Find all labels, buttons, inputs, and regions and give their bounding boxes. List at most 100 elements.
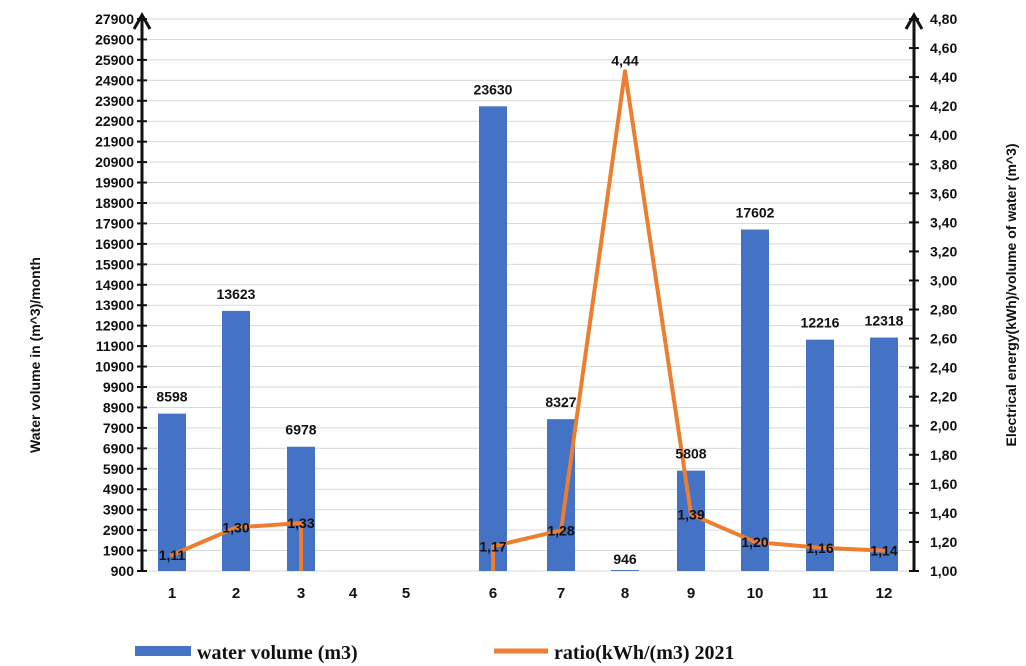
y2-tick-label: 1,00 <box>930 563 957 579</box>
y2-tick-label: 1,60 <box>930 476 957 492</box>
x-tick-label: 7 <box>557 585 565 602</box>
y2-tick-label: 4,60 <box>930 40 957 56</box>
y-tick-label: 10900 <box>95 359 134 375</box>
legend-bar-swatch <box>135 646 191 656</box>
y2-tick-label: 1,80 <box>930 447 957 463</box>
y-tick-label: 4900 <box>103 481 134 497</box>
water-volume-bar <box>870 337 898 571</box>
y-tick-label: 1900 <box>103 543 134 559</box>
y2-axis-title: Electrical energy(kWh)/volume of water (… <box>1003 143 1019 446</box>
ratio-value-label: 1,39 <box>677 506 704 522</box>
y-tick-label: 9900 <box>103 379 134 395</box>
ratio-value-label: 1,30 <box>222 519 249 535</box>
x-tick-label: 1 <box>168 585 176 602</box>
y-tick-label: 6900 <box>103 440 134 456</box>
ratio-line <box>491 69 886 553</box>
y-tick-label: 17900 <box>95 215 134 231</box>
y2-tick-label: 2,20 <box>930 389 957 405</box>
water-volume-bar <box>479 106 507 571</box>
y-axis-title: Water volume in (m^3)/month <box>27 257 43 453</box>
y-tick-label: 16900 <box>95 236 134 252</box>
water-volume-bar <box>158 413 186 571</box>
y-tick-label: 25900 <box>95 52 134 68</box>
bar-value-label: 13623 <box>217 286 256 302</box>
x-tick-label: 10 <box>747 585 764 602</box>
x-tick-label: 2 <box>232 585 240 602</box>
x-tick-label: 11 <box>812 585 828 602</box>
bar-value-label: 12216 <box>801 315 840 331</box>
bar-value-label: 946 <box>613 551 637 567</box>
y-tick-label: 5900 <box>103 461 134 477</box>
y2-tick-label: 3,80 <box>930 156 957 172</box>
y-tick-label: 15900 <box>95 256 134 272</box>
data-labels: 8598 13623 6978 23630 8327 946 5808 17602 12216 1… <box>156 52 903 567</box>
y2-tick-label: 1,40 <box>930 505 957 521</box>
ratio-value-label: 1,20 <box>741 534 768 550</box>
bar-value-label: 5808 <box>675 446 706 462</box>
y-tick-label: 18900 <box>95 195 134 211</box>
y-tick-label: 8900 <box>103 399 134 415</box>
bar-value-label: 12318 <box>865 313 904 329</box>
x-tick-label: 4 <box>349 585 358 602</box>
y-tick-label: 24900 <box>95 72 134 88</box>
y-tick-label: 14900 <box>95 277 134 293</box>
y-tick-label: 11900 <box>96 338 134 354</box>
x-tick-label: 8 <box>621 585 629 602</box>
ratio-value-label: 1,14 <box>870 543 897 559</box>
water-volume-bar <box>547 419 575 571</box>
ratio-line <box>170 521 303 558</box>
ratio-value-label: 4,44 <box>611 52 638 68</box>
y2-tick-label: 4,40 <box>930 69 957 85</box>
y-tick-label: 19900 <box>95 175 134 191</box>
bar-value-label: 17602 <box>736 205 775 221</box>
y-tick-label: 3900 <box>103 502 134 518</box>
water-volume-bar <box>806 339 834 571</box>
y2-tick-label: 4,20 <box>930 98 957 114</box>
y2-tick-label: 4,80 <box>930 11 957 27</box>
y2-tick-label: 3,20 <box>930 243 957 259</box>
x-tick-label: 6 <box>489 585 497 602</box>
ratio-value-label: 1,16 <box>806 540 833 556</box>
water-volume-bar <box>677 470 705 571</box>
y2-tick-label: 2,80 <box>930 302 957 318</box>
x-tick-label: 5 <box>402 585 410 602</box>
y-tick-label: 20900 <box>95 154 134 170</box>
legend-line-label: ratio(kWh/(m3) 2021 <box>554 642 735 664</box>
y-tick-label: 900 <box>111 563 135 579</box>
x-tick-label: 3 <box>297 585 305 602</box>
y2-tick-label: 3,60 <box>930 185 957 201</box>
x-tick-label: 9 <box>687 585 695 602</box>
axes: 900 1900 2900 3900 4900 5900 6900 7900 8900 9900 1… <box>95 11 957 602</box>
bar-value-label: 6978 <box>285 422 316 438</box>
ratio-value-label: 1,17 <box>479 538 506 554</box>
bar-value-label: 8327 <box>545 394 576 410</box>
water-volume-bar <box>611 570 639 571</box>
ratio-value-label: 1,33 <box>287 515 314 531</box>
y-tick-label: 26900 <box>95 31 134 47</box>
y2-tick-label: 3,00 <box>930 272 957 288</box>
y-tick-label: 22900 <box>95 113 134 129</box>
y-tick-label: 27900 <box>95 11 134 27</box>
bar-value-label: 23630 <box>474 81 513 97</box>
bar-value-label: 8598 <box>156 389 187 405</box>
legend: water volume (m3) ratio(kWh/(m3) 2021 <box>135 642 735 664</box>
y-tick-label: 21900 <box>95 134 134 150</box>
ratio-line-layer <box>170 69 886 571</box>
y-tick-label: 23900 <box>95 93 134 109</box>
y-axis-arrow <box>132 11 152 30</box>
y2-tick-label: 3,40 <box>930 214 957 230</box>
y-tick-label: 13900 <box>95 297 134 313</box>
y2-axis-arrow <box>904 11 924 30</box>
y2-tick-label: 2,00 <box>930 418 957 434</box>
y2-tick-label: 2,60 <box>930 331 957 347</box>
y-tick-label: 7900 <box>103 420 134 436</box>
gridlines <box>142 18 914 572</box>
y2-tick-label: 2,40 <box>930 360 957 376</box>
y-tick-label: 12900 <box>95 318 134 334</box>
y-tick-label: 2900 <box>103 522 134 538</box>
bars <box>158 106 898 571</box>
water-volume-bar <box>741 229 769 571</box>
legend-bar-label: water volume (m3) <box>197 642 358 664</box>
y2-tick-label: 1,20 <box>930 534 957 550</box>
